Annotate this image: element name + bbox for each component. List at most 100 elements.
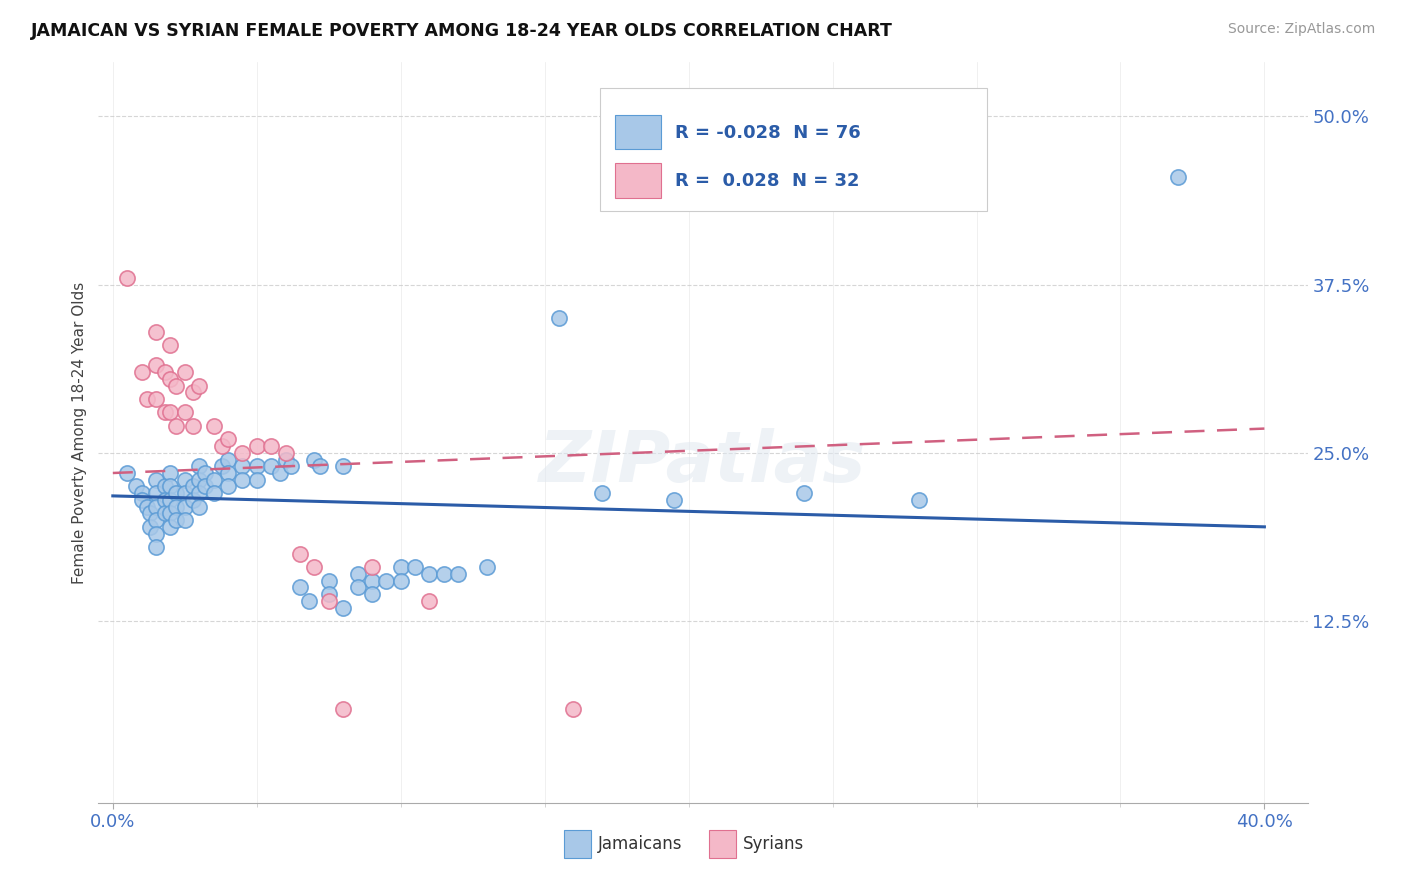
Point [115, 270, 138, 285]
Point [139, 520, 162, 534]
Point [361, 574, 384, 588]
Point [153, 365, 176, 379]
Point [246, 459, 269, 474]
Point [231, 473, 253, 487]
Point [145, 540, 167, 554]
Point [375, 574, 398, 588]
Point [346, 581, 368, 595]
Point [217, 433, 239, 447]
Point [288, 547, 311, 561]
Point [183, 479, 205, 493]
Point [231, 446, 253, 460]
Point [145, 392, 167, 406]
Point [159, 507, 181, 521]
FancyBboxPatch shape [614, 115, 661, 150]
Point [202, 473, 225, 487]
Point [145, 526, 167, 541]
Point [145, 359, 167, 373]
Point [562, 701, 585, 715]
Point [153, 492, 176, 507]
Point [246, 439, 269, 453]
Point [433, 566, 456, 581]
Y-axis label: Female Poverty Among 18-24 Year Olds: Female Poverty Among 18-24 Year Olds [72, 282, 87, 583]
Point [318, 587, 340, 601]
Point [332, 701, 354, 715]
Point [361, 560, 384, 574]
Point [159, 405, 181, 419]
Point [145, 473, 167, 487]
Point [188, 459, 211, 474]
Point [591, 486, 613, 500]
Point [211, 459, 233, 474]
Point [304, 452, 326, 467]
Point [475, 560, 498, 574]
Point [211, 439, 233, 453]
Point [361, 587, 384, 601]
Point [183, 418, 205, 433]
Point [153, 507, 176, 521]
FancyBboxPatch shape [600, 88, 987, 211]
Point [418, 566, 440, 581]
Point [447, 566, 470, 581]
Point [332, 600, 354, 615]
Point [217, 466, 239, 480]
Point [332, 459, 354, 474]
Point [145, 486, 167, 500]
Point [183, 385, 205, 400]
Text: R = -0.028  N = 76: R = -0.028 N = 76 [675, 124, 860, 142]
Point [318, 574, 340, 588]
Point [131, 486, 153, 500]
Point [246, 473, 269, 487]
Text: Jamaicans: Jamaicans [598, 835, 682, 854]
FancyBboxPatch shape [709, 830, 735, 858]
Point [418, 594, 440, 608]
Point [165, 500, 187, 514]
Point [188, 486, 211, 500]
Text: Source: ZipAtlas.com: Source: ZipAtlas.com [1227, 22, 1375, 37]
Point [173, 486, 195, 500]
Point [136, 392, 159, 406]
Text: JAMAICAN VS SYRIAN FEMALE POVERTY AMONG 18-24 YEAR OLDS CORRELATION CHART: JAMAICAN VS SYRIAN FEMALE POVERTY AMONG … [31, 22, 893, 40]
Point [202, 418, 225, 433]
Point [231, 459, 253, 474]
Point [159, 520, 181, 534]
Point [173, 405, 195, 419]
Point [217, 452, 239, 467]
Point [346, 566, 368, 581]
Point [173, 365, 195, 379]
Point [125, 479, 148, 493]
Point [548, 311, 571, 326]
Point [173, 513, 195, 527]
Point [145, 325, 167, 339]
Point [194, 466, 217, 480]
Point [274, 446, 297, 460]
Point [153, 405, 176, 419]
Point [173, 473, 195, 487]
Point [173, 500, 195, 514]
Point [274, 452, 297, 467]
Point [260, 439, 283, 453]
Point [159, 372, 181, 386]
Point [309, 459, 332, 474]
Point [188, 473, 211, 487]
Point [664, 492, 686, 507]
Point [280, 459, 302, 474]
Point [389, 574, 412, 588]
Point [159, 338, 181, 352]
Point [165, 378, 187, 392]
Text: ZIPatlas: ZIPatlas [540, 428, 866, 497]
Point [183, 492, 205, 507]
Point [153, 479, 176, 493]
Point [404, 560, 426, 574]
Point [793, 486, 815, 500]
Point [159, 479, 181, 493]
Point [188, 500, 211, 514]
Point [136, 500, 159, 514]
Point [159, 492, 181, 507]
Point [288, 581, 311, 595]
Point [115, 466, 138, 480]
Point [1167, 169, 1189, 184]
Point [165, 418, 187, 433]
Point [217, 479, 239, 493]
Point [145, 513, 167, 527]
